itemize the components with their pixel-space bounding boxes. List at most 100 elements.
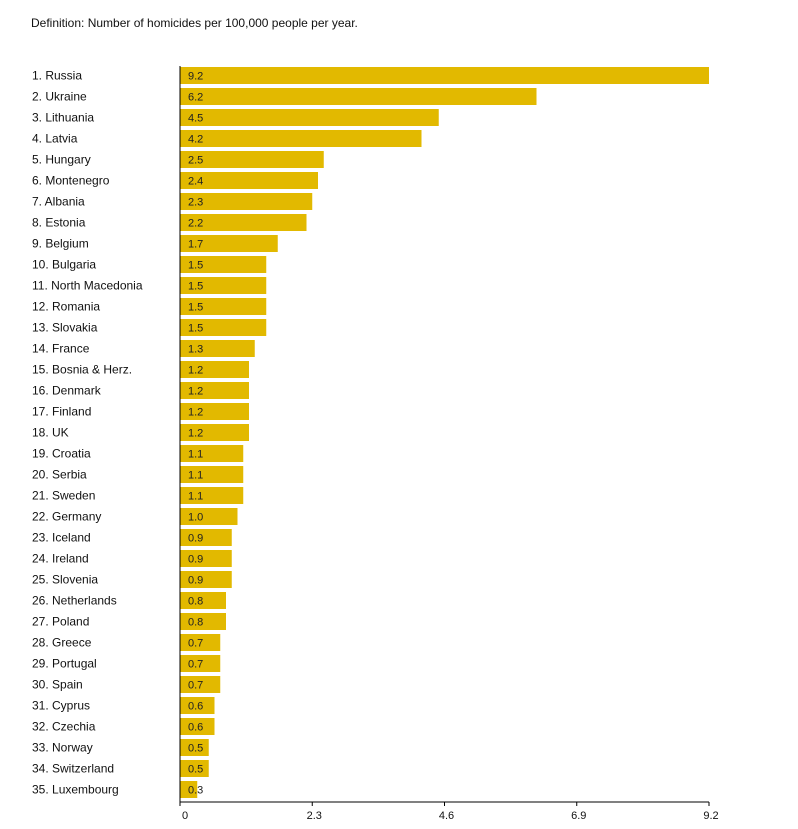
category-label: 18. UK [32, 426, 69, 440]
bar-value-label: 6.2 [188, 92, 203, 104]
bar [180, 214, 307, 231]
category-label: 31. Cyprus [32, 699, 90, 713]
bar-value-label: 1.5 [188, 260, 203, 272]
bar [180, 508, 238, 525]
category-label: 29. Portugal [32, 657, 97, 671]
bar-value-label: 9.2 [188, 71, 203, 83]
bar-value-label: 1.1 [188, 449, 203, 461]
bar-value-label: 1.1 [188, 470, 203, 482]
category-label: 4. Latvia [32, 132, 78, 146]
bar [180, 67, 709, 84]
category-label: 21. Sweden [32, 489, 95, 503]
category-label: 14. France [32, 342, 90, 356]
bar [180, 109, 439, 126]
bar [180, 613, 226, 630]
bar-value-label: 0.6 [188, 722, 203, 734]
bar-value-label: 0.6 [188, 701, 203, 713]
bar [180, 739, 209, 756]
bar [180, 277, 267, 294]
bar-value-label: 1.5 [188, 302, 203, 314]
bar [180, 592, 226, 609]
category-label: 13. Slovakia [32, 321, 98, 335]
bar-value-label: 1.1 [188, 491, 203, 503]
bar-value-label: 0.5 [188, 743, 203, 755]
category-label: 25. Slovenia [32, 573, 98, 587]
bar [180, 781, 198, 798]
category-label: 9. Belgium [32, 237, 89, 251]
category-label: 30. Spain [32, 678, 83, 692]
bar-value-label: 0.7 [188, 638, 203, 650]
bar-value-label: 1.5 [188, 281, 203, 293]
x-tick-label: 9.2 [703, 810, 718, 822]
bar-value-label: 0.7 [188, 680, 203, 692]
bar [180, 487, 244, 504]
bar-value-label: 1.2 [188, 365, 203, 377]
bar-value-label: 0.7 [188, 659, 203, 671]
axes: 0 2.3 4.6 6.9 9.2 [179, 66, 719, 822]
x-tick-label: 4.6 [439, 810, 454, 822]
bar [180, 676, 221, 693]
bar-value-label: 2.2 [188, 218, 203, 230]
bar [180, 529, 232, 546]
bar [180, 130, 422, 147]
category-label: 12. Romania [32, 300, 100, 314]
category-label: 3. Lithuania [32, 111, 94, 125]
category-label: 8. Estonia [32, 216, 86, 230]
category-label: 35. Luxembourg [32, 783, 119, 797]
bar [180, 235, 278, 252]
bar [180, 382, 249, 399]
category-label: 26. Netherlands [32, 594, 117, 608]
bar [180, 424, 249, 441]
bar [180, 445, 244, 462]
category-label: 15. Bosnia & Herz. [32, 363, 132, 377]
bar-value-label: 0.3 [188, 785, 203, 797]
category-label: 1. Russia [32, 69, 82, 83]
category-labels: 1. Russia 2. Ukraine 3. Lithuania 4. Latvia… [32, 69, 143, 797]
bar [180, 571, 232, 588]
bar [180, 172, 318, 189]
bar-value-label: 0.9 [188, 554, 203, 566]
category-label: 11. North Macedonia [32, 279, 143, 293]
bar [180, 340, 255, 357]
x-tick-label: 6.9 [571, 810, 586, 822]
category-label: 28. Greece [32, 636, 92, 650]
bar-value-label: 2.4 [188, 176, 203, 188]
bar-value-label: 1.2 [188, 407, 203, 419]
category-label: 16. Denmark [32, 384, 102, 398]
category-label: 24. Ireland [32, 552, 89, 566]
bar-value-label: 1.3 [188, 344, 203, 356]
bar-value-label: 0.8 [188, 617, 203, 629]
bar [180, 655, 221, 672]
category-label: 34. Switzerland [32, 762, 114, 776]
bar-value-label: 1.2 [188, 428, 203, 440]
bar [180, 718, 215, 735]
category-label: 7. Albania [32, 195, 85, 209]
category-label: 6. Montenegro [32, 174, 110, 188]
bar [180, 760, 209, 777]
bar [180, 466, 244, 483]
x-tick-label: 0 [182, 810, 188, 822]
bar-value-label: 0.9 [188, 575, 203, 587]
bar [180, 697, 215, 714]
value-labels: 9.2 6.2 4.5 4.2 2.5 2.4 2.3 2.2 1.7 1.5 1.5 1.5 1.5 1… [188, 71, 203, 797]
category-label: 5. Hungary [32, 153, 91, 167]
bar-value-label: 2.3 [188, 197, 203, 209]
category-label: 32. Czechia [32, 720, 96, 734]
bar-value-label: 1.2 [188, 386, 203, 398]
bar [180, 319, 267, 336]
bar [180, 634, 221, 651]
chart-definition: Definition: Number of homicides per 100,… [31, 16, 358, 30]
category-label: 27. Poland [32, 615, 89, 629]
category-label: 20. Serbia [32, 468, 87, 482]
bar [180, 151, 324, 168]
category-label: 33. Norway [32, 741, 93, 755]
x-tick-label: 2.3 [307, 810, 322, 822]
bar [180, 361, 249, 378]
category-label: 19. Croatia [32, 447, 91, 461]
bar-value-label: 0.5 [188, 764, 203, 776]
bar-value-label: 2.5 [188, 155, 203, 167]
bar-value-label: 4.5 [188, 113, 203, 125]
bar [180, 193, 313, 210]
bar [180, 403, 249, 420]
